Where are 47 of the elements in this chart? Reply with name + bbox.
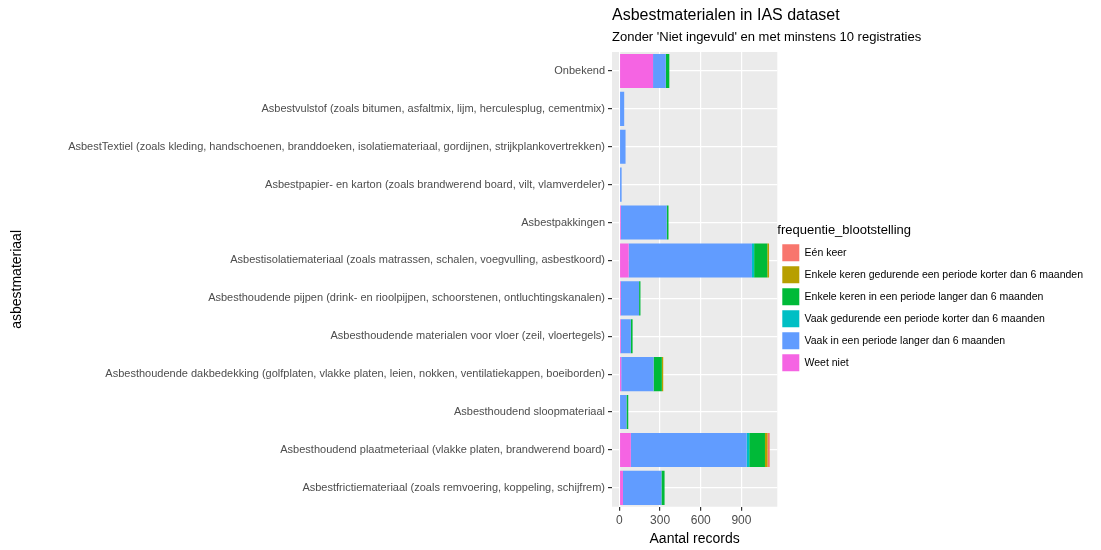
y-tick-label: Asbestfrictiemateriaal (zoals remvoering, koppeling, schijfrem) xyxy=(302,480,605,493)
legend-title: frequentie_blootstelling xyxy=(777,221,912,237)
x-tick-label: 300 xyxy=(650,513,671,528)
bar xyxy=(620,91,625,126)
bar xyxy=(751,243,755,278)
bar xyxy=(661,470,665,505)
bar xyxy=(620,243,629,278)
y-tick-label: Asbestvulstof (zoals bitumen, asfaltmix, lijm, herculesplug, cementmix) xyxy=(261,101,605,114)
bar xyxy=(653,53,666,89)
bar xyxy=(621,357,654,392)
y-axis-title: asbestmateriaal xyxy=(8,229,25,329)
bar xyxy=(622,470,662,505)
bar xyxy=(620,53,654,89)
y-tick-label: Asbestpakkingen xyxy=(521,215,605,228)
legend-label: Vaak in een periode langer dan 6 maanden xyxy=(804,333,1006,346)
bar xyxy=(754,243,768,278)
y-tick-label: Asbestisolatiemateriaal (zoals matrassen, schalen, voegvulling, asbestkoord) xyxy=(230,253,605,266)
bar xyxy=(620,205,667,240)
bar xyxy=(749,432,765,468)
bar xyxy=(653,357,662,392)
y-tick-label: AsbestTextiel (zoals kleding, handschoenen, branddoeken, isolatiemateriaal, gordijnen, strijkplankovertrekken) xyxy=(68,139,605,152)
legend-label: Enkele keren in een periode langer dan 6 maanden xyxy=(804,289,1044,302)
y-tick-label: Asbesthoudend sloopmateriaal xyxy=(453,405,605,418)
y-tick-label: Onbekend xyxy=(554,63,605,76)
bar xyxy=(628,243,752,278)
legend-label: Enkele keren gedurende een periode korter dan 6 maanden xyxy=(804,267,1084,280)
y-tick-label: Asbesthoudende dakbedekking (golfplaten, vlakke platen, leien, nokken, ventilatiekappen, boeiborden) xyxy=(105,367,605,380)
bar xyxy=(620,281,640,316)
chart-title: Asbestmaterialen in IAS dataset xyxy=(612,6,841,23)
legend-label: Eén keer xyxy=(804,245,848,258)
bar xyxy=(620,319,631,354)
x-axis-title: Aantal records xyxy=(649,530,740,547)
chart-subtitle: Zonder 'Niet ingevuld' en met minstens 10 registraties xyxy=(612,29,922,44)
y-tick-label: Asbesthoudende materialen voor vloer (zeil, vloertegels) xyxy=(330,329,605,342)
y-tick-label: Asbesthoudende pijpen (drink- en rioolpijpen, schoorstenen, ontluchtingskanalen) xyxy=(208,291,605,304)
bar xyxy=(630,432,747,468)
bar xyxy=(620,129,626,164)
bar xyxy=(620,432,631,468)
y-tick-label: Asbesthoudend plaatmeteriaal (vlakke platen, brandwerend board) xyxy=(280,442,605,455)
legend-label: Vaak gedurende een periode korter dan 6 maanden xyxy=(804,311,1046,324)
bar xyxy=(620,470,623,505)
x-tick-label: 600 xyxy=(690,513,712,528)
legend-label: Weet niet xyxy=(804,355,849,368)
y-tick-label: Asbestpapier- en karton (zoals brandwerend board, vilt, vlamverdeler) xyxy=(265,177,605,190)
x-tick-label: 0 xyxy=(616,513,624,528)
bar xyxy=(620,395,627,430)
x-tick-label: 900 xyxy=(731,513,752,528)
